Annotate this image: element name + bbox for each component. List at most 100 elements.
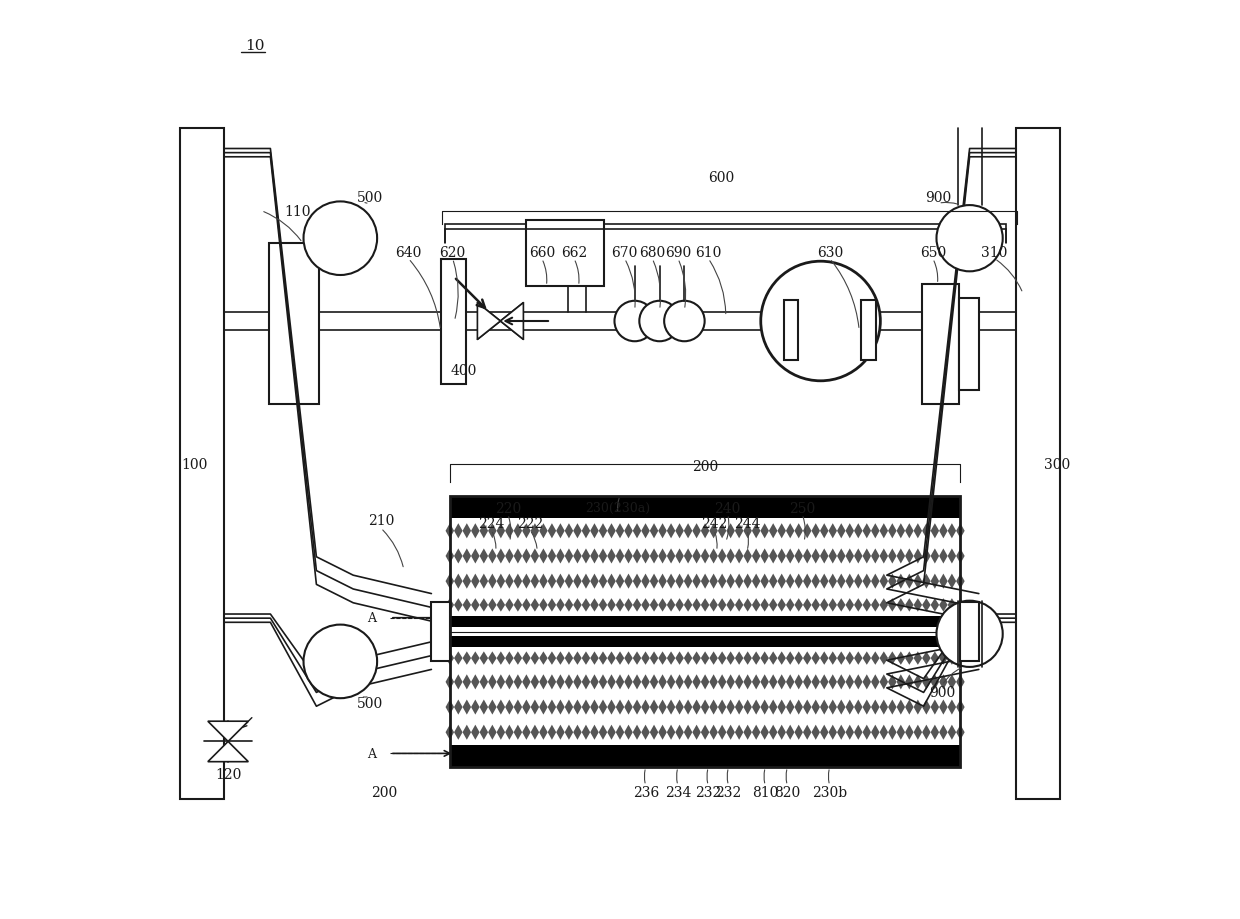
Polygon shape (863, 725, 870, 740)
Polygon shape (735, 598, 744, 612)
Polygon shape (820, 652, 828, 665)
Polygon shape (641, 725, 650, 740)
Polygon shape (718, 598, 727, 612)
Circle shape (761, 262, 880, 381)
Polygon shape (760, 549, 769, 564)
Bar (784, 301, 799, 360)
Polygon shape (463, 524, 471, 539)
Polygon shape (804, 699, 811, 715)
Polygon shape (914, 675, 923, 689)
Polygon shape (564, 524, 573, 539)
Polygon shape (905, 675, 914, 689)
Polygon shape (854, 652, 863, 665)
Polygon shape (709, 699, 718, 715)
Bar (269, 244, 319, 404)
Polygon shape (956, 675, 965, 689)
Polygon shape (573, 524, 582, 539)
Polygon shape (573, 549, 582, 564)
Circle shape (936, 601, 1003, 667)
Polygon shape (804, 652, 811, 665)
Polygon shape (923, 725, 930, 740)
Polygon shape (701, 652, 709, 665)
Polygon shape (701, 549, 709, 564)
Polygon shape (914, 524, 923, 539)
Polygon shape (692, 524, 701, 539)
Polygon shape (641, 574, 650, 589)
Polygon shape (676, 652, 683, 665)
Polygon shape (947, 699, 956, 715)
Polygon shape (888, 549, 897, 564)
Polygon shape (777, 549, 786, 564)
Polygon shape (513, 598, 522, 612)
Polygon shape (820, 725, 828, 740)
Polygon shape (930, 652, 939, 665)
Polygon shape (676, 598, 683, 612)
Bar (450, 569, 961, 594)
Polygon shape (930, 699, 939, 715)
Polygon shape (863, 699, 870, 715)
Polygon shape (683, 675, 692, 689)
Polygon shape (454, 598, 463, 612)
Polygon shape (870, 675, 879, 689)
Polygon shape (947, 652, 956, 665)
Polygon shape (863, 574, 870, 589)
Polygon shape (650, 524, 658, 539)
Text: 820: 820 (774, 785, 801, 800)
Polygon shape (582, 524, 590, 539)
Polygon shape (828, 524, 837, 539)
Polygon shape (513, 652, 522, 665)
Circle shape (304, 202, 377, 276)
Polygon shape (837, 524, 846, 539)
Polygon shape (709, 574, 718, 589)
Polygon shape (718, 725, 727, 740)
Polygon shape (505, 675, 513, 689)
Polygon shape (854, 598, 863, 612)
Polygon shape (727, 699, 735, 715)
Polygon shape (463, 549, 471, 564)
Polygon shape (513, 699, 522, 715)
Polygon shape (795, 549, 804, 564)
Text: 220: 220 (495, 501, 521, 516)
Polygon shape (650, 699, 658, 715)
Polygon shape (769, 675, 777, 689)
Bar (180, 129, 224, 800)
Polygon shape (445, 524, 454, 539)
Polygon shape (905, 725, 914, 740)
Polygon shape (709, 524, 718, 539)
Polygon shape (641, 652, 650, 665)
Polygon shape (608, 699, 616, 715)
Text: 500: 500 (357, 696, 383, 710)
Polygon shape (208, 721, 248, 742)
Polygon shape (777, 574, 786, 589)
Polygon shape (837, 675, 846, 689)
Polygon shape (522, 574, 531, 589)
Polygon shape (777, 524, 786, 539)
Polygon shape (564, 574, 573, 589)
Polygon shape (557, 524, 564, 539)
Polygon shape (947, 549, 956, 564)
Polygon shape (624, 699, 632, 715)
Polygon shape (582, 675, 590, 689)
Polygon shape (811, 574, 820, 589)
Polygon shape (870, 574, 879, 589)
Polygon shape (760, 524, 769, 539)
Polygon shape (786, 549, 795, 564)
Polygon shape (760, 574, 769, 589)
Polygon shape (804, 574, 811, 589)
Polygon shape (930, 549, 939, 564)
Polygon shape (870, 725, 879, 740)
Polygon shape (501, 303, 523, 340)
Polygon shape (624, 524, 632, 539)
Text: 690: 690 (665, 245, 691, 260)
Polygon shape (939, 675, 947, 689)
Polygon shape (632, 699, 641, 715)
Polygon shape (513, 574, 522, 589)
Polygon shape (914, 725, 923, 740)
Text: 900: 900 (929, 685, 955, 699)
Polygon shape (608, 652, 616, 665)
Polygon shape (590, 549, 599, 564)
Polygon shape (573, 598, 582, 612)
Polygon shape (837, 725, 846, 740)
Text: 600: 600 (708, 171, 734, 186)
Polygon shape (751, 574, 760, 589)
